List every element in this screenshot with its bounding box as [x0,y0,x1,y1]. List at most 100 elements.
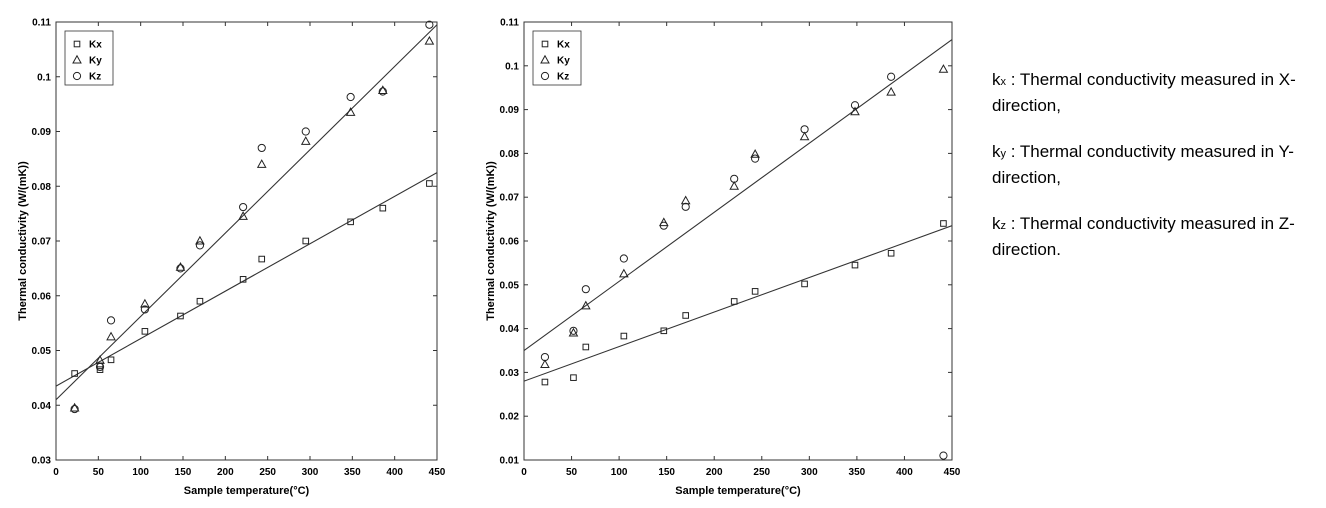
point-ky [799,131,810,141]
y-tick-label: 0.03 [500,368,520,379]
x-tick-label: 200 [706,467,723,478]
legend-label-kx: Kx [557,40,570,51]
point-ky [238,211,248,220]
legend-label-kx: Kx [89,40,102,51]
x-tick-label: 150 [658,467,675,478]
y-tick-label: 0.01 [500,456,520,467]
chart-left: 0 50 100 150 200 250 300 350 400 450 0.03 0.04 0.05 0… [17,18,446,498]
point-kx [426,180,433,187]
y-tick-label: 0.05 [500,280,520,291]
point-kz [619,254,628,263]
x-tick-label: 450 [944,467,961,478]
point-ky [750,149,760,158]
point-ky [729,181,740,190]
y-tick-label: 0.02 [500,412,520,423]
point-kx [107,356,115,364]
point-kx [379,204,387,212]
point-ky [256,159,267,168]
x-tick-label: 0 [53,467,59,478]
fit-line [56,24,437,401]
legend-box [532,30,582,86]
definition-kz-subscript: z [1000,220,1007,232]
point-ky [886,86,896,96]
y-tick-label: 0.04 [32,401,52,412]
x-tick-label: 150 [175,467,192,478]
x-tick-label: 50 [566,467,578,478]
x-tick-label: 0 [521,467,527,478]
point-kx [258,255,266,263]
y-tick-label: 0.08 [32,182,52,193]
definition-kx-text: : Thermal conductivity measured in X-dir… [992,70,1296,115]
y-tick-label: 0.1 [37,72,51,83]
chart-right: 0 50 100 150 200 250 300 350 400 450 0.01 0.02 0.03 0… [485,18,961,498]
fit-line [524,39,952,351]
y-tick-label: 0.06 [32,291,52,302]
plot-area [55,21,438,461]
legend-marker-kx [541,40,549,48]
point-kz [257,143,266,153]
point-kx [541,378,549,386]
definition-kx: kx : Thermal conductivity measured in X-… [992,68,1322,118]
y-axis-title: Thermal conductivity (W/(mK)) [17,161,29,321]
y-tick-label: 0.03 [32,456,52,467]
definition-ky-text: : Thermal conductivity measured in Y-dir… [992,142,1294,187]
y-tick-label: 0.04 [500,324,520,335]
point-kz [195,241,205,250]
legend-label-ky: Ky [89,56,102,67]
point-kx [620,332,628,340]
x-tick-label: 100 [132,467,149,478]
point-kz [751,154,760,163]
y-tick-label: 0.11 [500,18,519,29]
point-kz [301,127,310,136]
point-kx [582,343,590,351]
legend-marker-kz [540,71,550,81]
point-ky [540,359,550,369]
point-kz [70,404,79,414]
legend-marker-kz [72,71,82,81]
legend-label-kz: Kz [557,72,569,83]
y-tick-label: 0.1 [505,61,519,72]
point-kz [569,326,578,335]
point-kz [239,202,248,212]
point-ky [300,136,311,145]
point-ky [106,331,116,341]
point-ky [345,107,356,116]
x-tick-label: 400 [896,467,913,478]
point-kz [730,174,739,183]
point-ky [195,235,205,245]
point-kx [682,312,689,319]
point-kx [347,218,354,226]
point-kz [681,202,690,211]
point-kz [850,101,860,110]
point-ky [175,262,186,271]
x-tick-label: 250 [753,467,770,478]
point-ky [424,35,435,45]
point-ky [850,106,860,116]
point-kx [730,298,738,305]
point-kz [659,221,668,230]
point-kz [581,285,590,294]
fit-line [56,172,437,387]
point-ky [140,298,150,308]
point-ky [938,64,949,73]
definition-kz-text: : Thermal conductivity measured in Z-dir… [992,214,1295,259]
point-kz [140,305,149,314]
point-kx [570,374,577,381]
x-tick-label: 400 [386,467,403,478]
point-ky [580,300,591,310]
y-tick-label: 0.09 [32,127,52,138]
definition-ky-subscript: y [1000,148,1007,160]
point-kx [887,249,895,257]
point-kz [425,20,434,29]
legend-label-ky: Ky [557,56,570,67]
x-tick-label: 300 [302,467,319,478]
x-tick-label: 250 [259,467,276,478]
plot-area [523,21,953,461]
x-tick-label: 350 [849,467,866,478]
point-kx [196,297,204,305]
legend-marker-ky [72,54,82,64]
point-kz [887,72,896,81]
definitions-panel: kx : Thermal conductivity measured in X-… [992,68,1322,284]
point-kz [939,451,948,460]
point-kx [660,327,668,335]
